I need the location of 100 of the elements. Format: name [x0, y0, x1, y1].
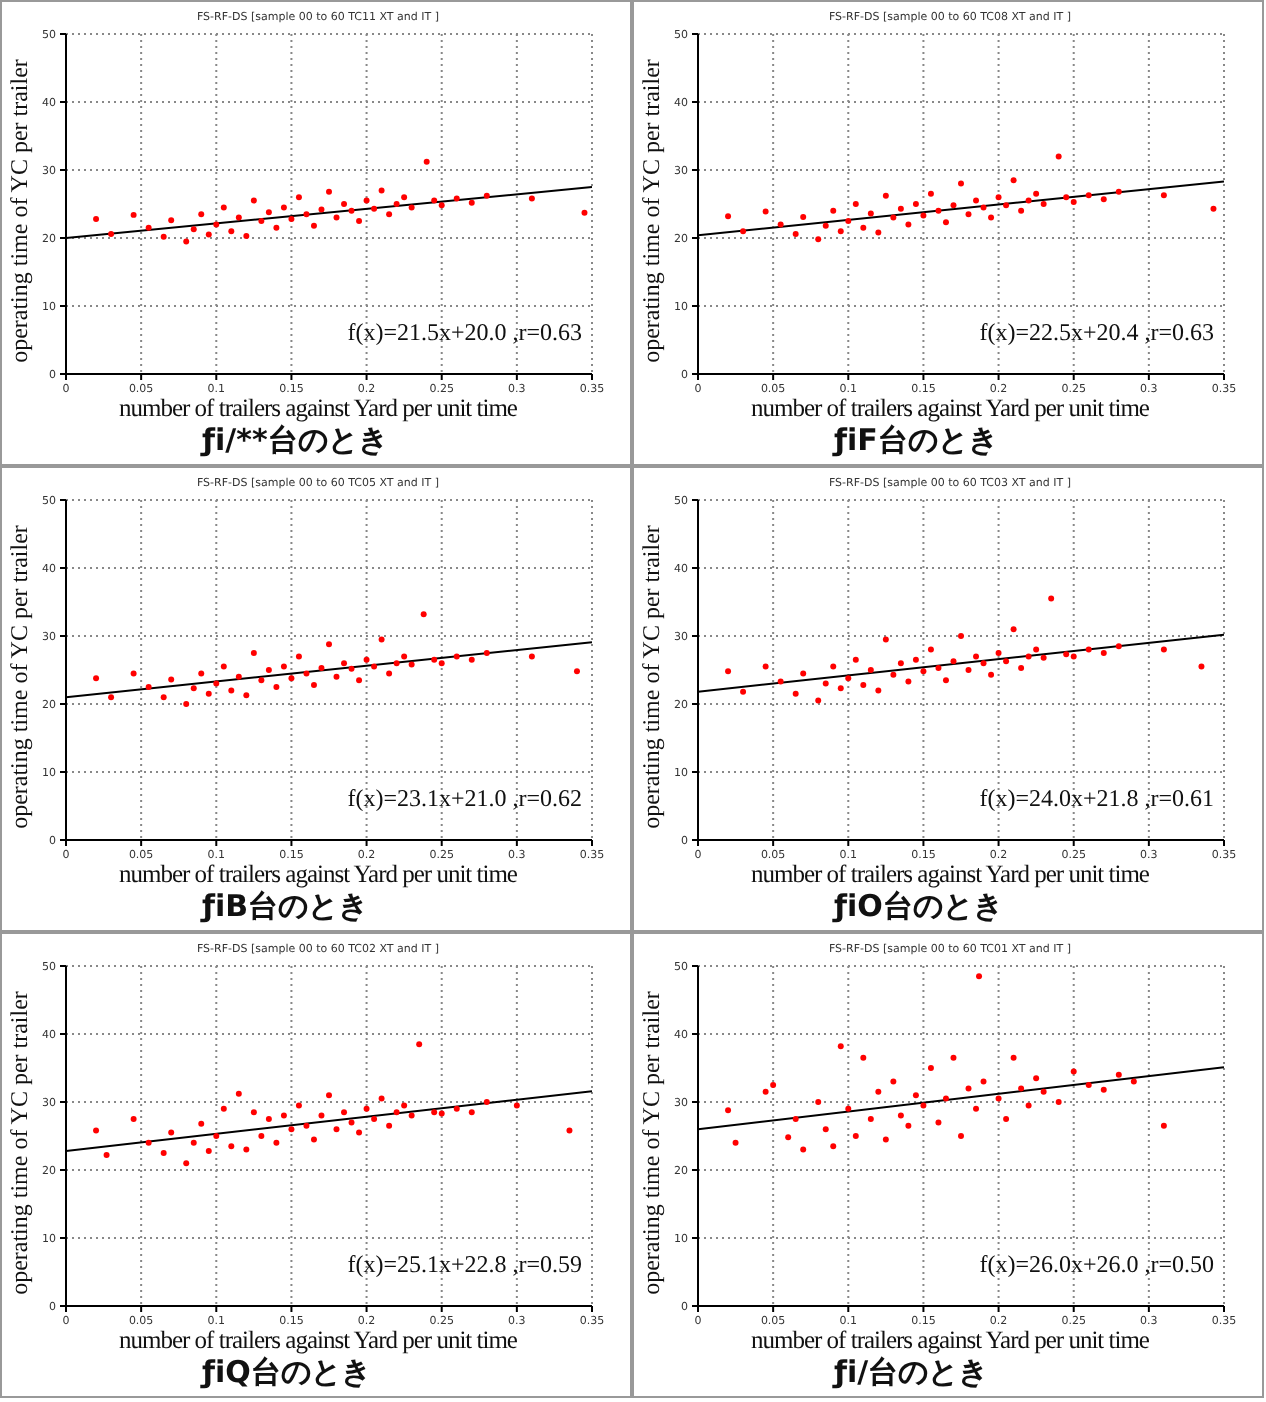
point	[371, 663, 378, 670]
point	[980, 660, 987, 667]
point	[93, 215, 100, 222]
point	[235, 214, 242, 221]
point	[800, 670, 807, 677]
point	[160, 233, 167, 240]
point	[168, 1129, 175, 1136]
point	[408, 661, 415, 668]
point	[258, 677, 265, 684]
point	[295, 1102, 302, 1109]
y-axis-title: operating time of YC per trailer	[637, 990, 667, 1294]
point	[356, 218, 363, 224]
point	[762, 1088, 769, 1095]
point	[371, 1116, 378, 1122]
point	[830, 1143, 837, 1150]
point	[890, 671, 897, 678]
point	[837, 228, 844, 235]
point	[1040, 1088, 1047, 1095]
annotation: f(x)=25.1x+22.8 ,r=0.59	[347, 1250, 582, 1280]
point	[867, 667, 874, 673]
point	[348, 207, 355, 214]
x-axis-title: number of trailers against Yard per unit time	[749, 860, 1151, 890]
point	[431, 197, 438, 204]
point	[190, 226, 197, 233]
point	[1033, 1075, 1040, 1082]
point	[1003, 1116, 1010, 1122]
point	[740, 228, 747, 235]
point	[258, 218, 265, 224]
point	[905, 1122, 912, 1129]
point	[830, 207, 837, 214]
point	[777, 221, 784, 228]
point	[483, 1099, 490, 1105]
point	[867, 1116, 874, 1122]
point	[1018, 664, 1025, 671]
y-axis-title: operating time of YC per trailer	[5, 58, 35, 362]
point	[1018, 207, 1025, 214]
point	[378, 636, 385, 643]
point	[1033, 646, 1040, 653]
point	[273, 684, 280, 690]
point	[958, 180, 964, 187]
point	[927, 646, 934, 653]
point	[288, 1126, 295, 1133]
point	[1018, 1085, 1025, 1092]
point	[725, 668, 732, 675]
point	[882, 636, 889, 643]
point	[431, 656, 438, 663]
point	[528, 653, 535, 660]
point	[875, 1088, 882, 1095]
annotation: f(x)=26.0x+26.0 ,r=0.50	[979, 1250, 1214, 1280]
point	[1070, 1068, 1077, 1075]
point	[401, 653, 408, 660]
point	[912, 656, 919, 663]
point	[815, 236, 822, 243]
point	[1198, 663, 1205, 670]
point	[326, 188, 332, 195]
point	[912, 201, 919, 207]
point	[213, 221, 220, 228]
point	[228, 1143, 235, 1150]
point	[1085, 646, 1092, 653]
x-axis-title: number of trailers against Yard per unit time	[117, 394, 519, 424]
point	[732, 1139, 739, 1146]
point	[852, 1133, 859, 1139]
text: ƒi/**台のとき	[202, 422, 388, 460]
point	[393, 660, 400, 667]
point	[273, 1139, 280, 1146]
y-axis-title: operating time of YC per trailer	[5, 524, 35, 828]
point	[882, 1136, 889, 1143]
point	[950, 202, 957, 209]
point	[356, 677, 363, 684]
point	[725, 1107, 732, 1114]
point	[273, 224, 280, 231]
point	[942, 677, 949, 684]
point	[258, 1133, 265, 1139]
point	[205, 231, 212, 238]
point	[243, 232, 250, 239]
point	[220, 204, 227, 211]
point	[920, 1102, 927, 1109]
point	[1115, 188, 1122, 195]
point	[1160, 192, 1167, 199]
point	[1063, 194, 1070, 201]
point	[363, 656, 370, 663]
point	[935, 664, 942, 671]
annotation: f(x)=21.5x+20.0 ,r=0.63	[347, 318, 582, 348]
point	[168, 217, 175, 224]
point	[852, 656, 859, 663]
point	[468, 199, 475, 206]
point	[483, 650, 490, 656]
point	[235, 673, 242, 680]
point	[815, 1099, 822, 1105]
point	[980, 1078, 987, 1085]
point	[912, 1092, 919, 1099]
text: ƒi/台のとき	[834, 1354, 989, 1392]
point	[1033, 190, 1040, 197]
point	[566, 1127, 573, 1134]
point	[1085, 1082, 1092, 1088]
point	[190, 685, 197, 692]
point	[860, 1054, 867, 1061]
point	[310, 1136, 317, 1143]
point	[198, 211, 205, 218]
point	[980, 204, 987, 211]
